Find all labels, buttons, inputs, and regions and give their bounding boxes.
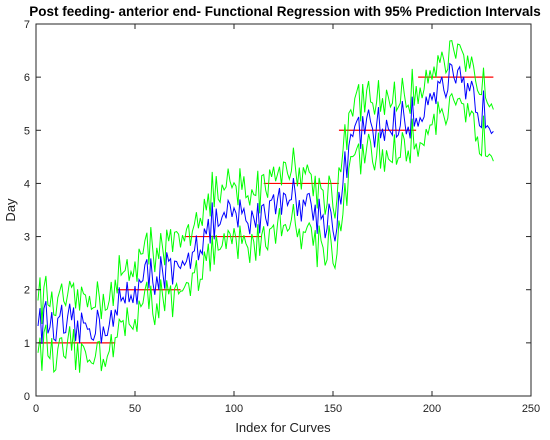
- x-tick-label: 0: [33, 403, 39, 415]
- upper-prediction-bound: [37, 40, 494, 325]
- x-tick-label: 100: [225, 403, 243, 415]
- x-tick-label: 150: [324, 403, 342, 415]
- y-tick-label: 4: [24, 178, 30, 190]
- y-tick-label: 6: [24, 72, 30, 84]
- fitted-line: [37, 62, 494, 345]
- x-tick-label: 250: [522, 403, 540, 415]
- y-tick-label: 0: [24, 391, 30, 403]
- tick-layer: 0 50 100 150 200 250 0 1 2 3 4 5 6 7: [24, 19, 540, 415]
- y-tick-label: 1: [24, 338, 30, 350]
- x-tick-label: 200: [423, 403, 441, 415]
- y-tick-label: 7: [24, 19, 30, 31]
- axes-frame: [35, 23, 532, 397]
- x-axis-label: Index for Curves: [235, 420, 331, 435]
- chart-title: Post feeding- anterior end- Functional R…: [29, 4, 541, 19]
- y-tick-label: 3: [24, 232, 30, 244]
- y-tick-label: 5: [24, 125, 30, 137]
- y-axis-label: Day: [3, 198, 18, 222]
- x-tick-label: 50: [129, 403, 141, 415]
- y-tick-label: 2: [24, 285, 30, 297]
- lower-prediction-bound: [37, 92, 494, 374]
- plot-area: [35, 23, 532, 397]
